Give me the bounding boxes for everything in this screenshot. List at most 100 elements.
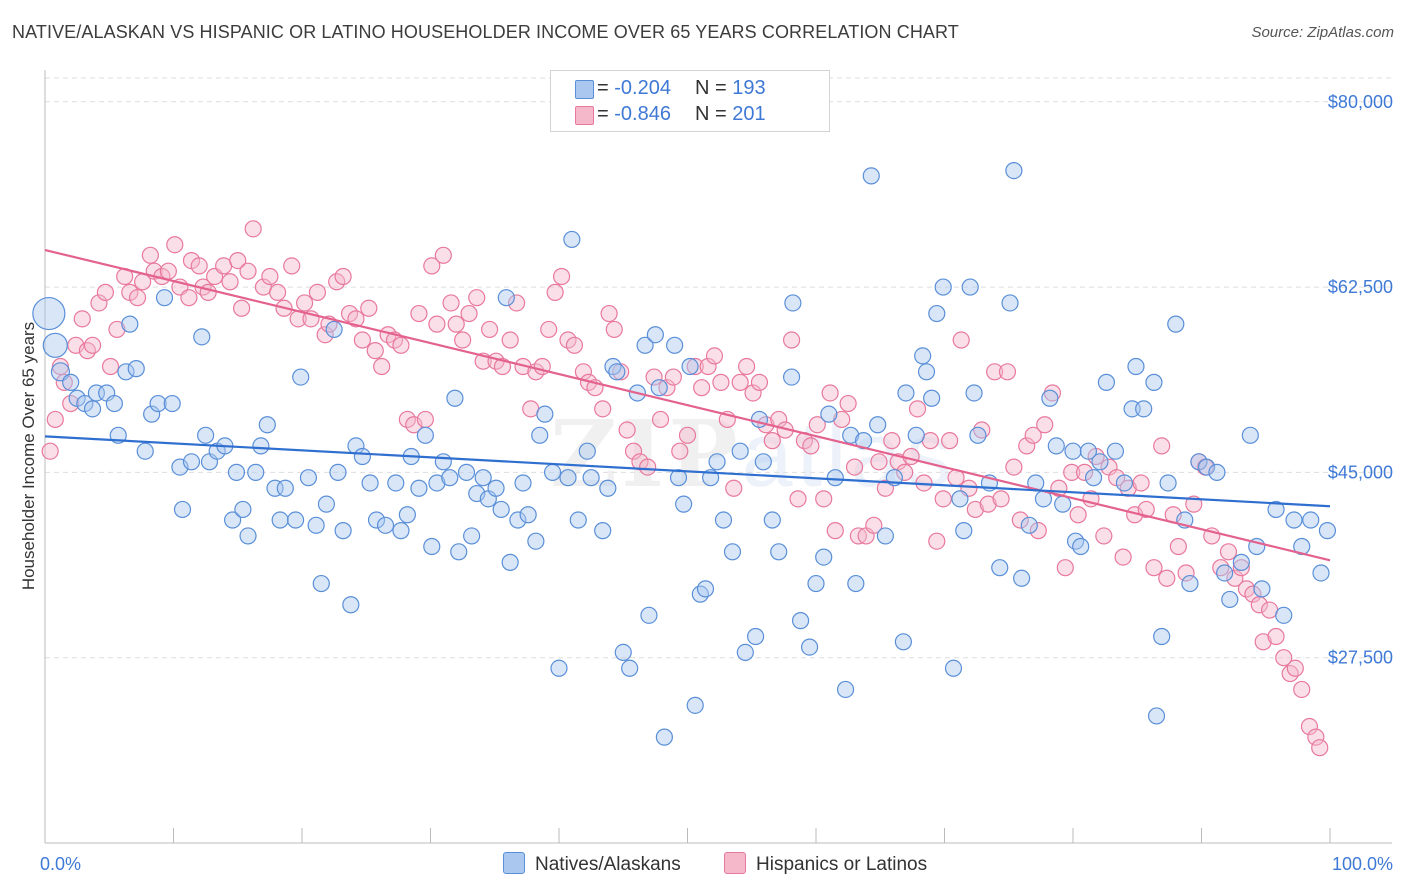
native-point xyxy=(398,506,416,524)
native-point xyxy=(1159,474,1177,492)
hispanic-point xyxy=(1281,664,1299,683)
hispanic-point xyxy=(295,294,314,312)
native-point xyxy=(876,527,894,545)
native-point xyxy=(1221,590,1239,609)
native-point xyxy=(1267,500,1285,519)
hispanic-point xyxy=(159,262,177,280)
native-point xyxy=(276,479,294,497)
hispanic-point xyxy=(725,479,743,497)
hispanic-point xyxy=(73,310,91,328)
legend-n-label: N = xyxy=(694,77,733,99)
chart-title: NATIVE/ALASKAN VS HISPANIC OR LATINO HOU… xyxy=(12,22,959,42)
hispanic-point xyxy=(46,410,64,429)
native-point xyxy=(1216,564,1234,582)
hispanic-point xyxy=(141,246,159,264)
series-hispanic-points xyxy=(41,220,1329,757)
hispanic-point xyxy=(454,331,472,349)
native-point xyxy=(951,490,969,508)
native-point xyxy=(736,643,754,661)
native-point xyxy=(121,315,139,333)
x-tick-label-end: 100.0% xyxy=(1332,854,1393,874)
hispanic-point xyxy=(712,373,730,391)
hispanic-point xyxy=(1036,416,1054,434)
native-point xyxy=(1005,161,1023,180)
native-point xyxy=(239,527,257,545)
hispanic-point xyxy=(353,331,371,349)
native-point xyxy=(410,479,428,497)
native-point xyxy=(614,643,632,661)
native-point xyxy=(446,389,464,407)
watermark: ZIPatlas xyxy=(550,400,956,508)
native-point xyxy=(784,294,802,312)
hispanic-point xyxy=(239,262,257,280)
native-point xyxy=(1253,580,1271,598)
hispanic-point xyxy=(870,453,888,471)
native-point xyxy=(62,373,80,391)
native-point xyxy=(578,442,596,460)
bottom-legend-hispanic[interactable]: Hispanics or Latinos xyxy=(724,852,927,876)
native-point xyxy=(136,442,154,460)
hispanic-point xyxy=(1311,739,1329,757)
legend-r-natives: -0.204 xyxy=(614,77,671,99)
hispanic-point xyxy=(416,410,434,429)
bottom-legend-natives[interactable]: Natives/Alaskans xyxy=(503,852,681,876)
hispanic-point xyxy=(699,357,717,376)
hispanic-point xyxy=(693,379,711,397)
native-point xyxy=(1302,511,1320,529)
native-point xyxy=(666,336,684,354)
hispanic-point xyxy=(83,336,102,354)
hispanic-point xyxy=(1095,527,1113,545)
native-point xyxy=(1241,426,1259,444)
hispanic-point xyxy=(1267,627,1285,646)
hispanic-point xyxy=(108,320,126,339)
native-point xyxy=(247,463,265,481)
hispanic-point xyxy=(1075,463,1094,481)
hispanic-point xyxy=(594,400,612,418)
hispanic-point xyxy=(979,495,997,513)
native-point xyxy=(519,506,537,524)
native-point xyxy=(842,426,860,444)
hispanic-point xyxy=(998,363,1017,381)
hispanic-point xyxy=(55,373,73,391)
hispanic-point xyxy=(428,315,446,333)
legend-n-hispanic: 201 xyxy=(732,103,766,125)
hispanic-point xyxy=(101,357,120,376)
hispanic-point xyxy=(883,432,901,450)
hispanic-point xyxy=(671,442,689,460)
hispanic-point xyxy=(468,289,486,307)
legend-n-natives: 193 xyxy=(732,77,766,99)
hispanic-point xyxy=(540,320,558,339)
native-point xyxy=(441,469,459,487)
native-point xyxy=(1054,495,1072,513)
native-point xyxy=(312,574,330,593)
native-point xyxy=(655,728,673,746)
hispanic-point xyxy=(1005,458,1023,476)
native-point xyxy=(594,522,612,540)
native-point xyxy=(934,278,952,296)
native-point xyxy=(252,437,270,455)
series-native-points xyxy=(32,109,1337,746)
native-point xyxy=(392,522,410,540)
native-point xyxy=(457,463,476,481)
y-tick-label: $80,000 xyxy=(1328,92,1393,112)
hispanic-point xyxy=(815,490,833,508)
hispanic-point xyxy=(618,421,636,439)
native-point xyxy=(650,379,668,397)
native-point xyxy=(1106,442,1125,460)
native-point xyxy=(675,495,693,513)
native-point xyxy=(416,426,434,444)
hispanic-point xyxy=(808,416,826,434)
hispanic-trend-line xyxy=(44,248,1331,562)
trend-lines xyxy=(44,248,1331,562)
native-point xyxy=(691,585,709,603)
hispanic-point xyxy=(1158,569,1176,587)
hispanic-point xyxy=(1011,511,1029,529)
native-point xyxy=(509,511,527,529)
legend-r-hispanic: -0.846 xyxy=(614,103,671,125)
native-point xyxy=(224,511,242,529)
hispanic-point xyxy=(731,373,749,391)
native-point xyxy=(1041,389,1059,407)
hispanic-point xyxy=(934,490,952,508)
hispanic-point xyxy=(244,220,262,238)
native-point xyxy=(669,469,688,487)
